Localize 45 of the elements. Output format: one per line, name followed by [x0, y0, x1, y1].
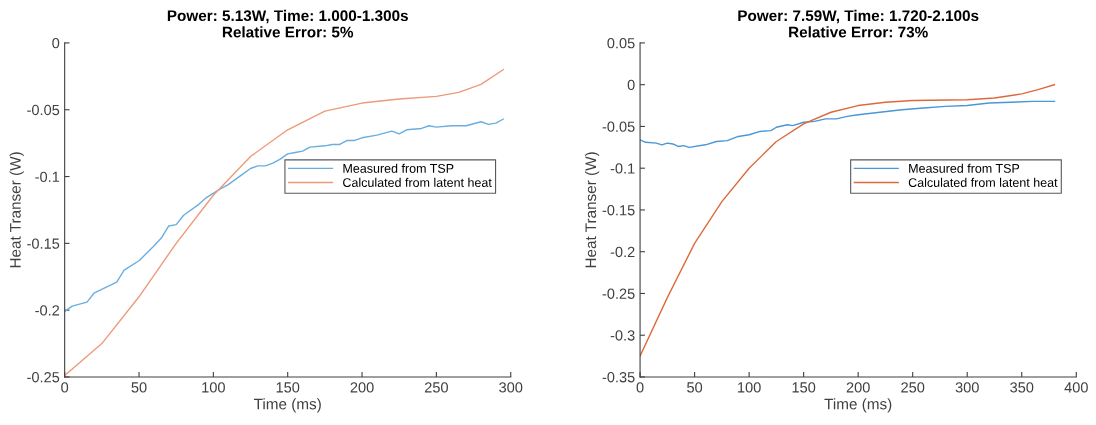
y-tick-label: -0.35: [602, 372, 635, 383]
y-tick-label: 0.05: [607, 38, 635, 49]
y-tick-label: -0.1: [610, 163, 635, 174]
x-tick-label: 300: [955, 382, 979, 393]
y-tick-label: 0: [627, 79, 635, 91]
y-tick-label: -0.2: [35, 305, 60, 316]
line-series: [640, 83, 1056, 357]
line-series: [64, 68, 504, 377]
y-tick-label: -0.2: [610, 246, 635, 258]
y-axis-title: Heat Transer (W): [9, 152, 24, 268]
x-tick-label: 250: [424, 382, 448, 393]
x-tick-label: 0: [636, 382, 644, 393]
x-tick-label: 150: [276, 382, 300, 393]
line-series: [640, 100, 1056, 149]
chart-title: Power: 5.13W, Time: 1.000-1.300s Relative Error: 5%: [167, 9, 408, 38]
x-tick-label: 300: [499, 382, 523, 393]
x-tick-label: 100: [202, 382, 225, 393]
x-tick-label: 150: [792, 382, 816, 393]
legend-label: Calculated from latent heat: [343, 177, 492, 187]
x-tick-label: 200: [350, 382, 374, 393]
legend-label: Measured from TSP: [909, 163, 1020, 173]
x-tick-label: 100: [738, 382, 761, 393]
x-tick-label: 400: [1064, 382, 1088, 393]
x-axis-title: Time (ms): [824, 398, 892, 413]
y-axis-title: Heat Transer (W): [584, 152, 600, 268]
y-tick-label: -0.15: [27, 238, 60, 249]
y-tick-label: -0.15: [602, 205, 635, 216]
x-tick-label: 250: [901, 382, 925, 393]
y-tick-label: -0.1: [35, 171, 60, 182]
x-tick-label: 50: [687, 382, 703, 393]
x-tick-label: 200: [846, 382, 870, 393]
y-tick-label: -0.05: [27, 104, 60, 116]
y-tick-label: -0.25: [27, 372, 60, 383]
y-tick-label: 0: [52, 38, 60, 49]
y-tick-label: -0.3: [610, 330, 635, 341]
chart-title: Power: 7.59W, Time: 1.720-2.100s Relative Error: 73%: [738, 9, 979, 38]
x-axis-title: Time (ms): [253, 398, 321, 413]
y-tick-label: -0.05: [602, 121, 635, 132]
y-tick-label: -0.25: [602, 288, 635, 299]
legend-label: Calculated from latent heat: [908, 177, 1058, 187]
x-tick-label: 350: [1010, 382, 1034, 393]
line-series: [64, 118, 504, 313]
x-tick-label: 0: [61, 382, 69, 393]
x-tick-label: 50: [131, 382, 147, 393]
legend-label: Measured from TSP: [343, 163, 454, 173]
